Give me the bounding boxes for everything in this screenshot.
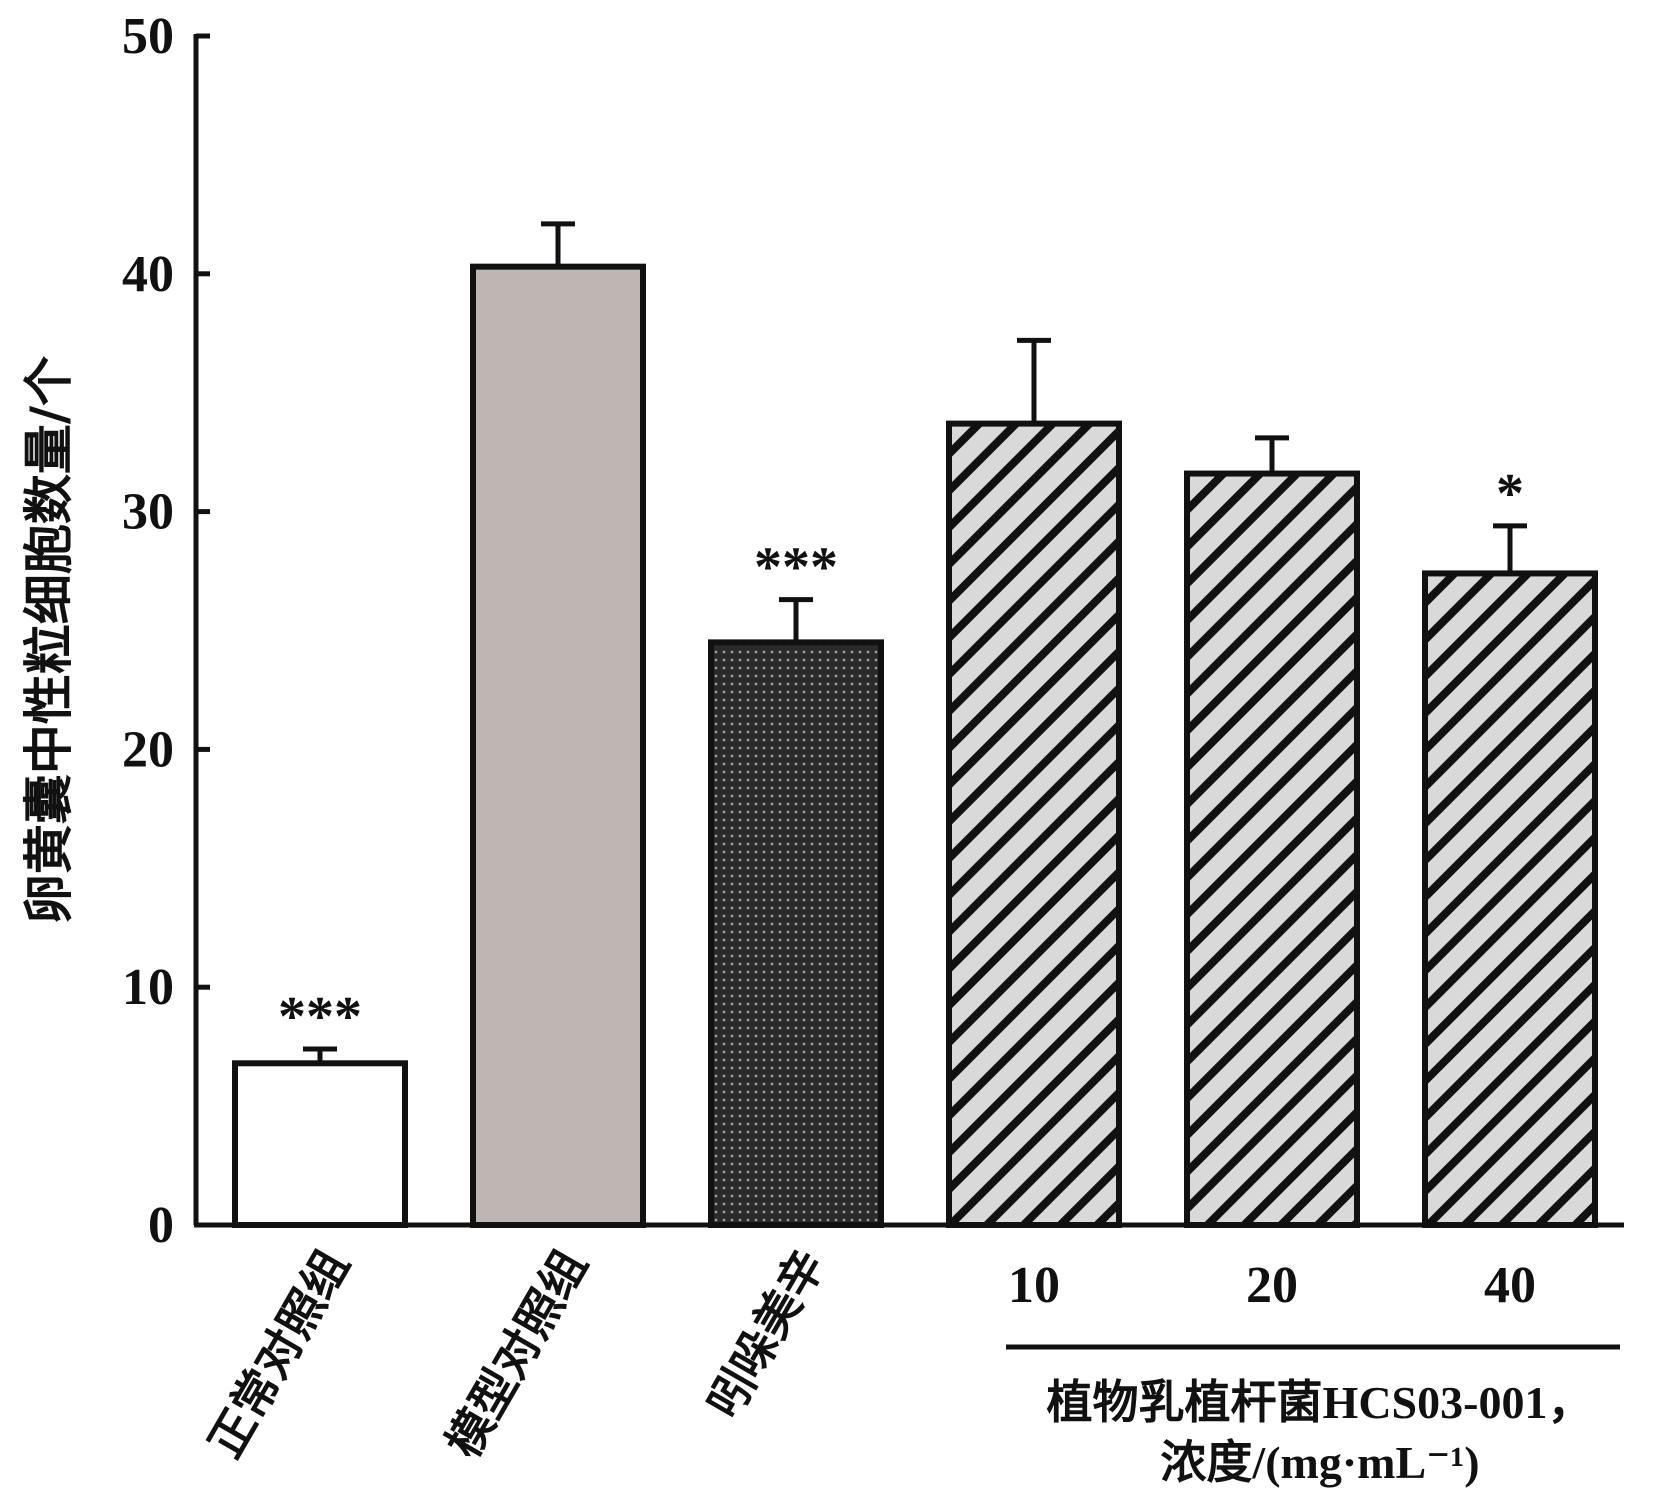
y-tick-label: 30 xyxy=(122,484,174,541)
significance-marker: * xyxy=(1496,463,1524,525)
x-tick-label: 模型对照组 xyxy=(436,1241,598,1467)
y-tick-label: 10 xyxy=(122,959,174,1016)
bar xyxy=(946,420,1122,1228)
category-labels: 正常对照组 模型对照组 吲哚美辛 10 20 40 xyxy=(198,1241,1536,1467)
x-tick-label: 10 xyxy=(1008,1257,1060,1314)
bar xyxy=(232,1060,408,1229)
concentration-group: 植物乳植杆菌HCS03-001， 浓度/(mg·mL⁻¹) xyxy=(1006,1344,1620,1488)
bar xyxy=(1422,570,1598,1228)
y-tick-label: 50 xyxy=(122,8,174,65)
bar xyxy=(1184,470,1360,1228)
bars: ******* xyxy=(232,221,1598,1229)
y-ticks: 0 10 20 30 40 50 xyxy=(122,8,210,1254)
x-tick-label: 20 xyxy=(1246,1257,1298,1314)
bar xyxy=(708,639,884,1228)
y-tick-label: 0 xyxy=(148,1197,174,1254)
significance-marker: *** xyxy=(278,986,362,1048)
group-label-line2: 浓度/(mg·mL⁻¹) xyxy=(1160,1437,1479,1488)
x-tick-label: 正常对照组 xyxy=(198,1241,360,1467)
y-axis-label: 卵黄囊中性粒细胞数量/个 xyxy=(20,356,78,924)
axes xyxy=(193,34,1624,1228)
x-tick-label: 40 xyxy=(1484,1257,1536,1314)
y-tick-label: 40 xyxy=(122,246,174,303)
y-tick-label: 20 xyxy=(122,721,174,778)
x-tick-label: 吲哚美辛 xyxy=(697,1241,836,1427)
bar xyxy=(470,263,646,1228)
significance-marker: *** xyxy=(754,537,838,599)
group-label-line1: 植物乳植杆菌HCS03-001， xyxy=(1047,1377,1594,1428)
